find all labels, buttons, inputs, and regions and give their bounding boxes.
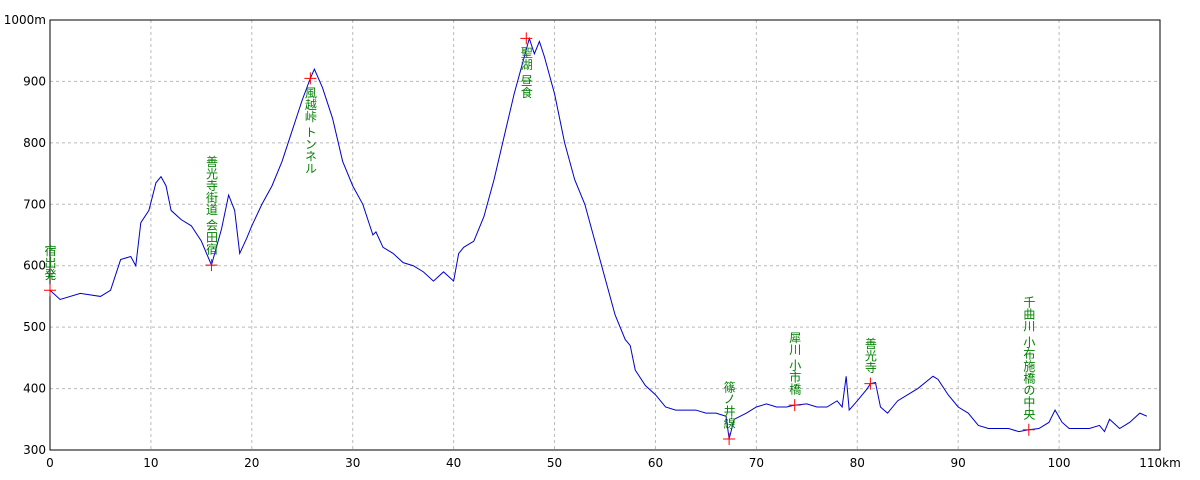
y-tick-label: 500	[23, 320, 46, 334]
x-tick-label: 60	[648, 456, 663, 470]
x-tick-label: 30	[345, 456, 360, 470]
waypoint-label: 篠ノ井線	[722, 380, 736, 429]
waypoint-label: 千曲川 小布施橋の中央	[1022, 295, 1036, 419]
x-tick-label: 80	[850, 456, 865, 470]
y-tick-label: 800	[23, 136, 46, 150]
y-tick-label: 900	[23, 74, 46, 88]
waypoint-marker	[1022, 423, 1035, 436]
waypoint-marker	[304, 72, 317, 85]
x-tick-label: 90	[951, 456, 966, 470]
y-tick-label: 300	[23, 443, 46, 457]
y-tick-label: 1000m	[4, 13, 46, 27]
x-tick-label: 110km	[1139, 456, 1181, 470]
elevation-line	[49, 36, 1148, 440]
waypoint-label: 犀川 小市橋	[788, 331, 802, 395]
waypoint-marker	[205, 259, 218, 272]
y-tick-label: 400	[23, 382, 46, 396]
waypoint-marker	[520, 32, 533, 45]
waypoint-marker	[864, 377, 877, 390]
waypoint-label: 善光寺街道 会田宿	[204, 154, 218, 255]
waypoint-marker	[723, 432, 736, 445]
waypoint-marker	[44, 284, 56, 297]
x-tick-label: 20	[244, 456, 259, 470]
waypoint-label: 宿出発	[43, 243, 57, 280]
waypoint-marker	[788, 399, 801, 412]
x-tick-label: 70	[749, 456, 764, 470]
y-tick-label: 700	[23, 197, 46, 211]
x-tick-label: 50	[547, 456, 562, 470]
x-tick-label: 100	[1048, 456, 1071, 470]
waypoint-label: 聖湖 昼食	[519, 46, 533, 98]
waypoint-label: 風越峠 トンネル	[303, 86, 317, 174]
x-tick-label: 10	[143, 456, 158, 470]
x-tick-label: 40	[446, 456, 461, 470]
x-tick-label: 0	[46, 456, 54, 470]
plot-frame	[49, 19, 1161, 451]
waypoint-label: 善光寺	[863, 336, 877, 373]
y-tick-label: 600	[23, 259, 46, 273]
